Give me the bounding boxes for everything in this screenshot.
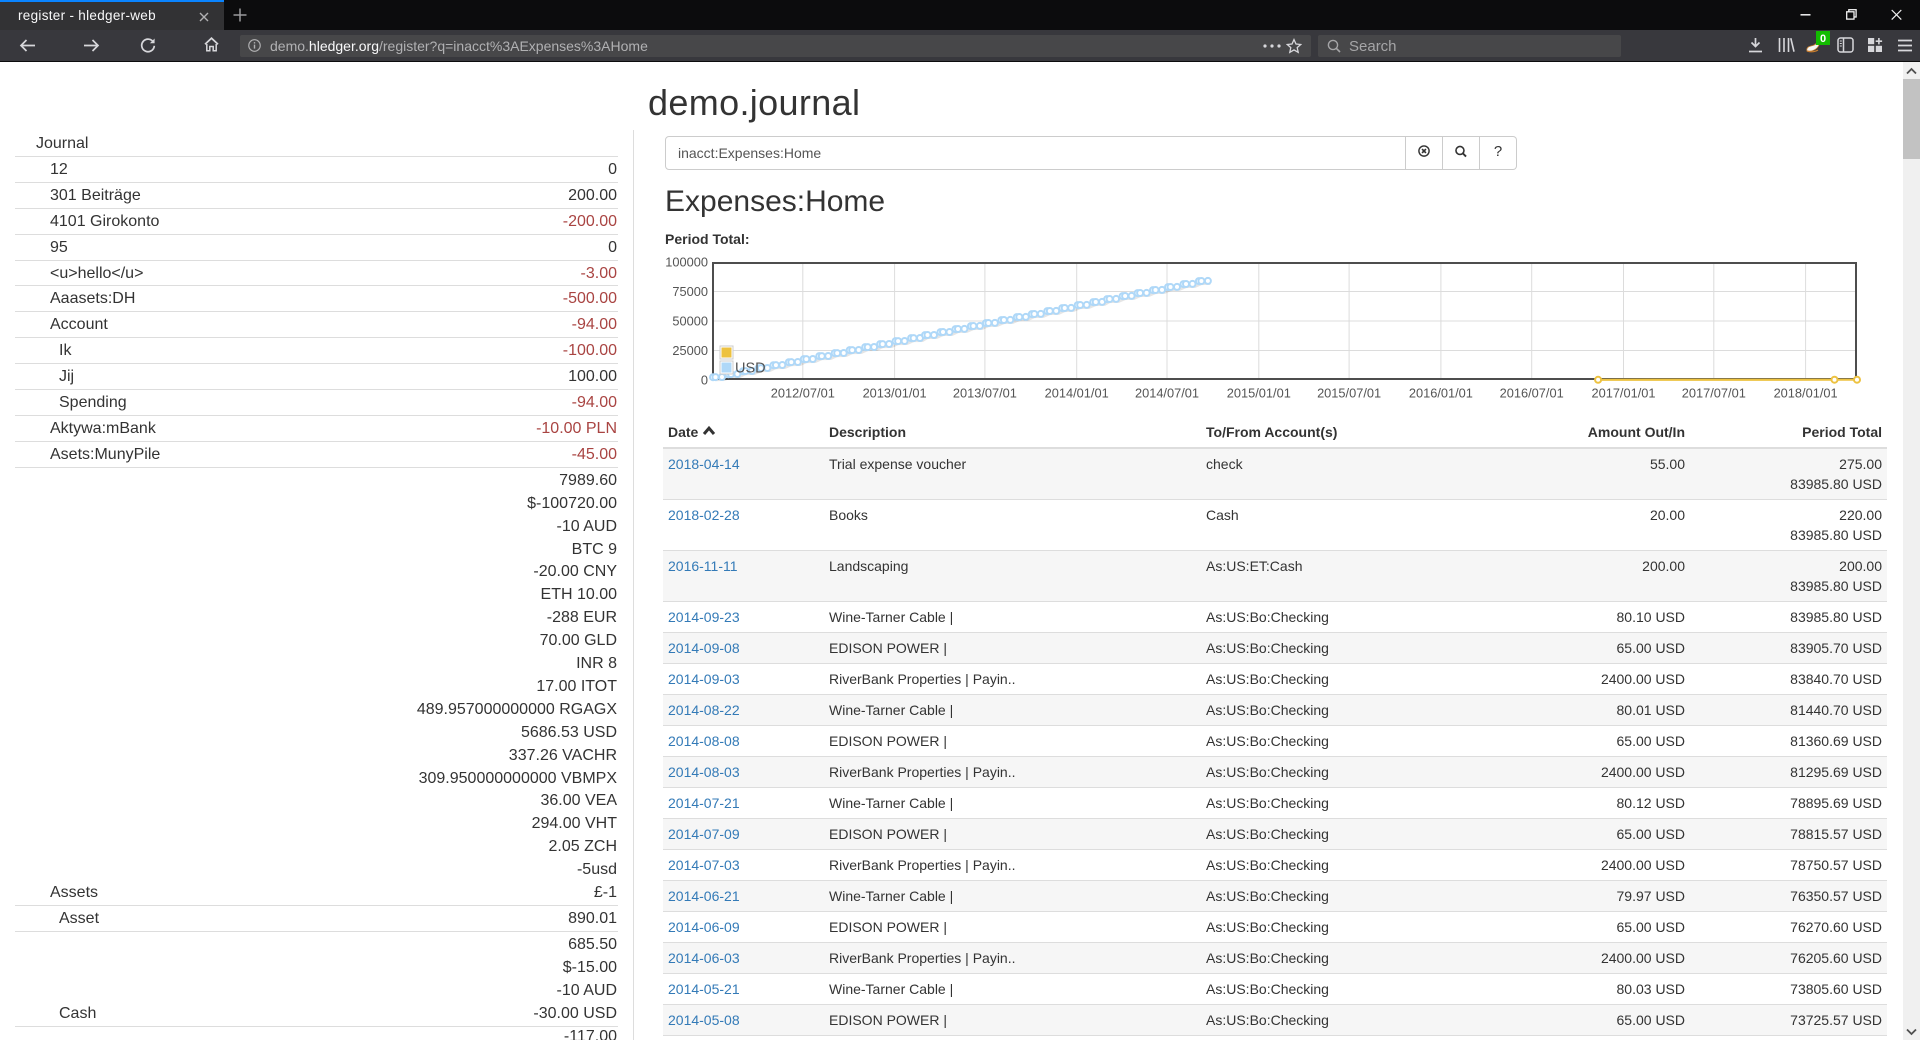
svg-text:0: 0 — [1820, 33, 1826, 45]
svg-text:75000: 75000 — [672, 284, 708, 299]
svg-text:2014/01/01: 2014/01/01 — [1045, 386, 1109, 401]
svg-text:25000: 25000 — [672, 343, 708, 358]
svg-text:2014/07/01: 2014/07/01 — [1135, 386, 1199, 401]
svg-text:USD: USD — [735, 361, 766, 377]
svg-text:2012/07/01: 2012/07/01 — [771, 386, 835, 401]
svg-text:2017/07/01: 2017/07/01 — [1682, 386, 1746, 401]
svg-text:2013/07/01: 2013/07/01 — [953, 386, 1017, 401]
svg-text:100000: 100000 — [665, 255, 708, 270]
svg-text:2016/01/01: 2016/01/01 — [1409, 386, 1473, 401]
svg-text:2018/01/01: 2018/01/01 — [1774, 386, 1838, 401]
svg-text:2017/01/01: 2017/01/01 — [1591, 386, 1655, 401]
svg-text:2013/01/01: 2013/01/01 — [863, 386, 927, 401]
svg-text:2015/07/01: 2015/07/01 — [1317, 386, 1381, 401]
svg-text:0: 0 — [701, 373, 708, 388]
svg-text:2016/07/01: 2016/07/01 — [1500, 386, 1564, 401]
svg-text:50000: 50000 — [672, 314, 708, 329]
svg-text:2015/01/01: 2015/01/01 — [1227, 386, 1291, 401]
